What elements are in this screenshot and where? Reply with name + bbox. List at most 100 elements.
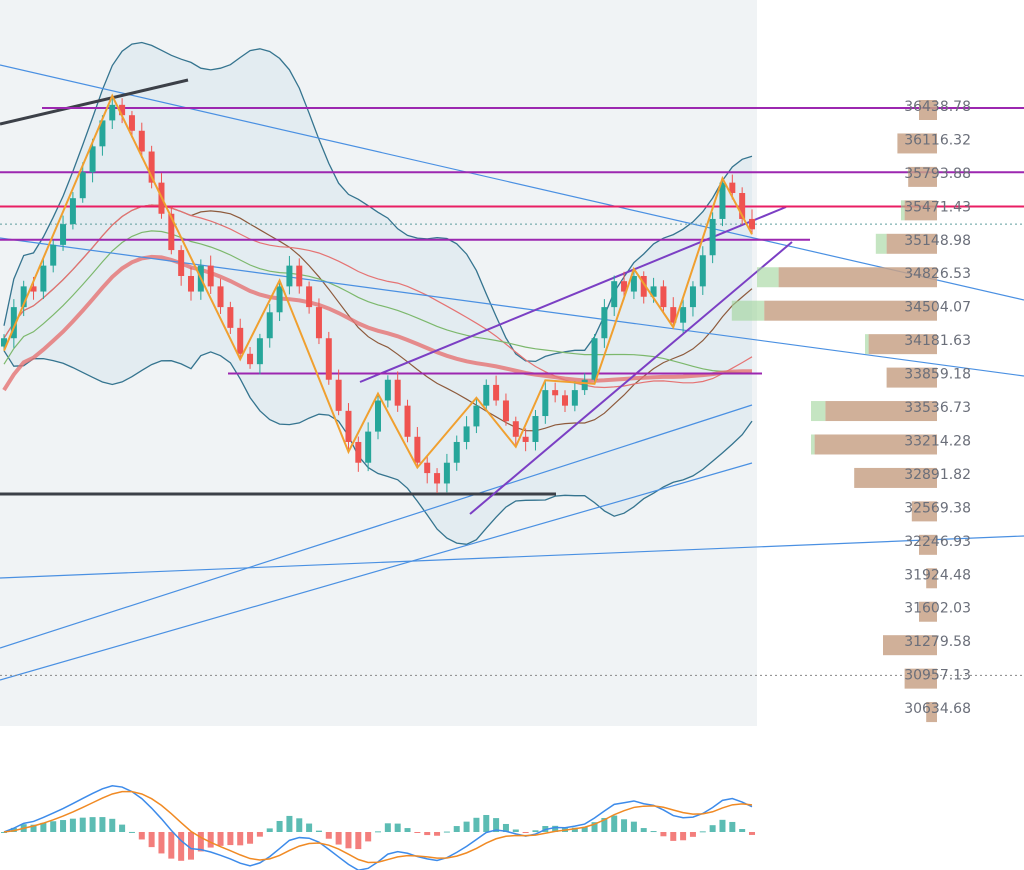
macd-histogram-bar (296, 818, 303, 832)
candle-body (384, 379, 391, 401)
profile-bar-down (919, 100, 937, 120)
wedge-lower (469, 241, 793, 515)
candle-body (168, 213, 175, 251)
candle-body (315, 307, 322, 339)
trend-line-blue (0, 462, 753, 681)
macd-histogram-bar (630, 821, 637, 832)
candle-body (404, 405, 411, 437)
candle-body (227, 307, 234, 328)
price-tick-label: 33214.28 (904, 433, 971, 449)
volume-profile (731, 100, 937, 723)
candle-body (10, 307, 17, 339)
macd-histogram-bar (286, 815, 293, 832)
candle-body (699, 255, 706, 287)
macd-histogram-bar (148, 832, 155, 848)
price-tick-label: 30957.13 (904, 668, 971, 684)
bollinger-lower (3, 350, 753, 545)
profile-bar-down (897, 133, 937, 154)
macd-histogram-bar (30, 824, 37, 832)
moving-averages (2, 204, 753, 432)
price-tick-label: 35471.43 (904, 199, 971, 215)
candle-body (463, 426, 470, 442)
candle-body (483, 384, 490, 406)
candle-body (188, 275, 194, 292)
candle-body (571, 390, 578, 406)
profile-bar-down (919, 534, 937, 555)
candle-body (79, 172, 86, 199)
profile-bar-down (764, 300, 937, 321)
price-tick-label: 35793.88 (904, 166, 971, 182)
macd-histogram-bar (237, 832, 244, 846)
candle-body (680, 307, 687, 323)
macd-histogram-bar (404, 828, 411, 832)
macd-histogram-bar (424, 832, 431, 836)
profile-bar-down (868, 334, 937, 355)
macd-histogram-bar (601, 817, 608, 832)
macd-histogram-bar (591, 822, 598, 832)
macd-line (3, 784, 753, 870)
macd-histogram-bar (79, 817, 86, 832)
profile-bar-up (731, 300, 765, 321)
candle-body (749, 218, 755, 230)
candle-body (709, 218, 716, 256)
macd-histogram-bar (611, 815, 618, 832)
price-tick-label: 33859.18 (904, 367, 971, 383)
macd-histogram-bar (749, 832, 755, 835)
profile-bar-down (911, 501, 937, 522)
price-tick-label: 32246.93 (904, 534, 971, 550)
macd-histogram-bar (168, 832, 175, 859)
trend-line-blue (0, 64, 1024, 301)
macd-histogram-bar (709, 825, 716, 832)
candle-body (689, 286, 696, 308)
macd-histogram-bar (729, 821, 736, 832)
profile-bar-down (814, 434, 937, 455)
candle-body (138, 130, 145, 152)
macd-histogram-bar (119, 824, 126, 832)
macd-histogram-bar (719, 819, 726, 832)
candle-body (345, 410, 352, 442)
candle-body (414, 436, 421, 463)
candle-body (552, 390, 559, 396)
candle-body (434, 473, 441, 484)
trend-lines (0, 64, 1024, 681)
candle-body (40, 265, 47, 292)
profile-bar-down (904, 668, 937, 689)
macd-histogram-bar (463, 821, 470, 832)
price-tick-label: 31924.48 (904, 567, 971, 583)
macd-histogram-bar (266, 828, 273, 832)
macd-histogram-bar (660, 832, 667, 837)
profile-bar-up (901, 200, 905, 221)
price-tick-label: 34181.63 (904, 333, 971, 349)
candle-body (640, 275, 647, 297)
signal-line (3, 790, 753, 864)
candle-body (148, 151, 155, 183)
macd-histogram-bar (680, 832, 687, 841)
macd-histogram-bar (512, 829, 519, 832)
candle-body (266, 312, 273, 339)
macd-histogram-bar (502, 823, 509, 832)
profile-bar-down (926, 568, 937, 589)
macd-histogram-bar (640, 828, 647, 832)
macd-histogram-bar (571, 827, 578, 832)
candle-body (601, 307, 608, 339)
price-tick-label: 33536.73 (904, 400, 971, 416)
macd-pane (1, 784, 755, 870)
macd-histogram-bar (699, 831, 706, 833)
macd-histogram-bar (552, 825, 559, 832)
price-tick-label: 35148.98 (904, 233, 971, 249)
macd-histogram-bar (247, 832, 254, 844)
macd-histogram-bar (138, 832, 145, 840)
candle-body (99, 120, 106, 147)
macd-histogram-bar (453, 826, 460, 832)
candle-body (69, 198, 76, 225)
price-tick-label: 31602.03 (904, 601, 971, 617)
macd-histogram-bar (375, 831, 381, 833)
candle-body (729, 182, 736, 194)
candle-body (443, 462, 450, 484)
macd-histogram-bar (581, 826, 588, 832)
candle-body (670, 307, 677, 323)
macd-histogram-bar (188, 832, 194, 860)
macd-histogram-bar (394, 823, 401, 832)
profile-bar-up (757, 267, 779, 288)
